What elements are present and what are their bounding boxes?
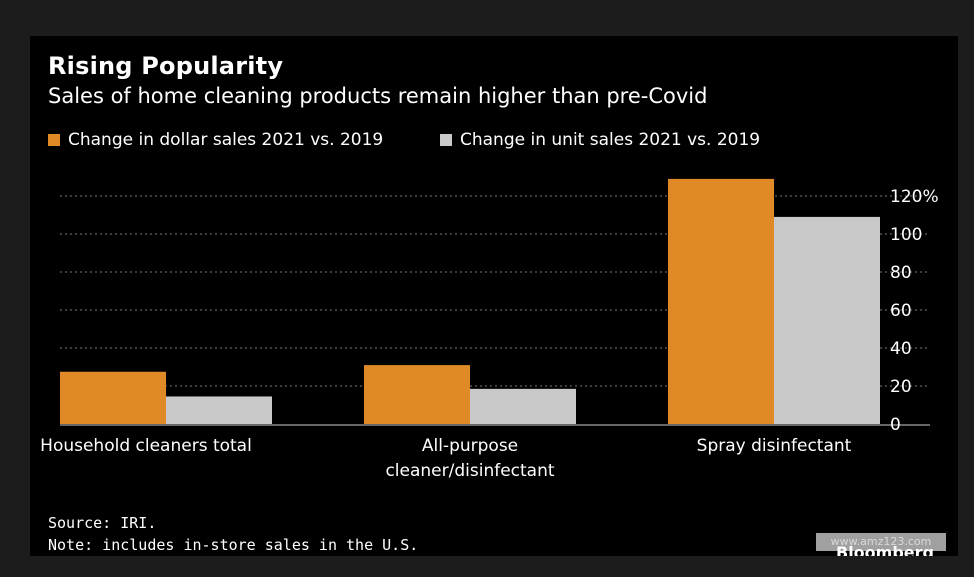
bars	[60, 178, 880, 424]
legend-swatch-unit-sales	[440, 134, 452, 146]
category-label: All-purpose cleaner/disinfectant	[385, 436, 554, 481]
bar-dollar-1	[364, 365, 470, 424]
y-tick-label: 40	[890, 339, 912, 359]
legend-item-dollar-sales: Change in dollar sales 2021 vs. 2019	[48, 130, 383, 150]
category-label: Household cleaners total	[40, 436, 252, 456]
bar-dollar-0	[60, 371, 166, 424]
bar-unit-2	[774, 216, 880, 424]
y-tick-label: 120%	[890, 187, 939, 207]
y-axis-ticks: 0 20 40 60 80 100 120%	[890, 187, 939, 435]
chart-card: Rising Popularity Sales of home cleaning…	[30, 36, 958, 556]
category-label: Spray disinfectant	[697, 436, 852, 456]
source-note: Source: IRI.	[48, 514, 157, 532]
legend-label-dollar-sales: Change in dollar sales 2021 vs. 2019	[68, 130, 384, 150]
y-tick-label: 0	[890, 415, 901, 435]
chart-subtitle: Sales of home cleaning products remain h…	[48, 84, 708, 108]
bar-unit-0	[166, 396, 272, 424]
legend-item-unit-sales: Change in unit sales 2021 vs. 2019	[440, 130, 760, 150]
legend-label-unit-sales: Change in unit sales 2021 vs. 2019	[460, 130, 761, 150]
bar-dollar-2	[668, 178, 774, 424]
footnote: Note: includes in-store sales in the U.S…	[48, 536, 419, 554]
category-labels: Household cleaners total All-purpose clean…	[40, 436, 851, 481]
bloomberg-logo: Bloomberg	[836, 543, 934, 556]
legend-swatch-dollar-sales	[48, 134, 60, 146]
y-tick-label: 60	[890, 301, 912, 321]
bar-unit-1	[470, 388, 576, 424]
y-tick-label: 20	[890, 377, 912, 397]
y-tick-label: 80	[890, 263, 912, 283]
y-tick-label: 100	[890, 225, 922, 245]
watermark: www.amz123.com	[816, 533, 946, 551]
chart-title: Rising Popularity	[48, 52, 284, 80]
bar-chart-plot: 0 20 40 60 80 100 120% Household cleaners tota…	[40, 178, 939, 481]
